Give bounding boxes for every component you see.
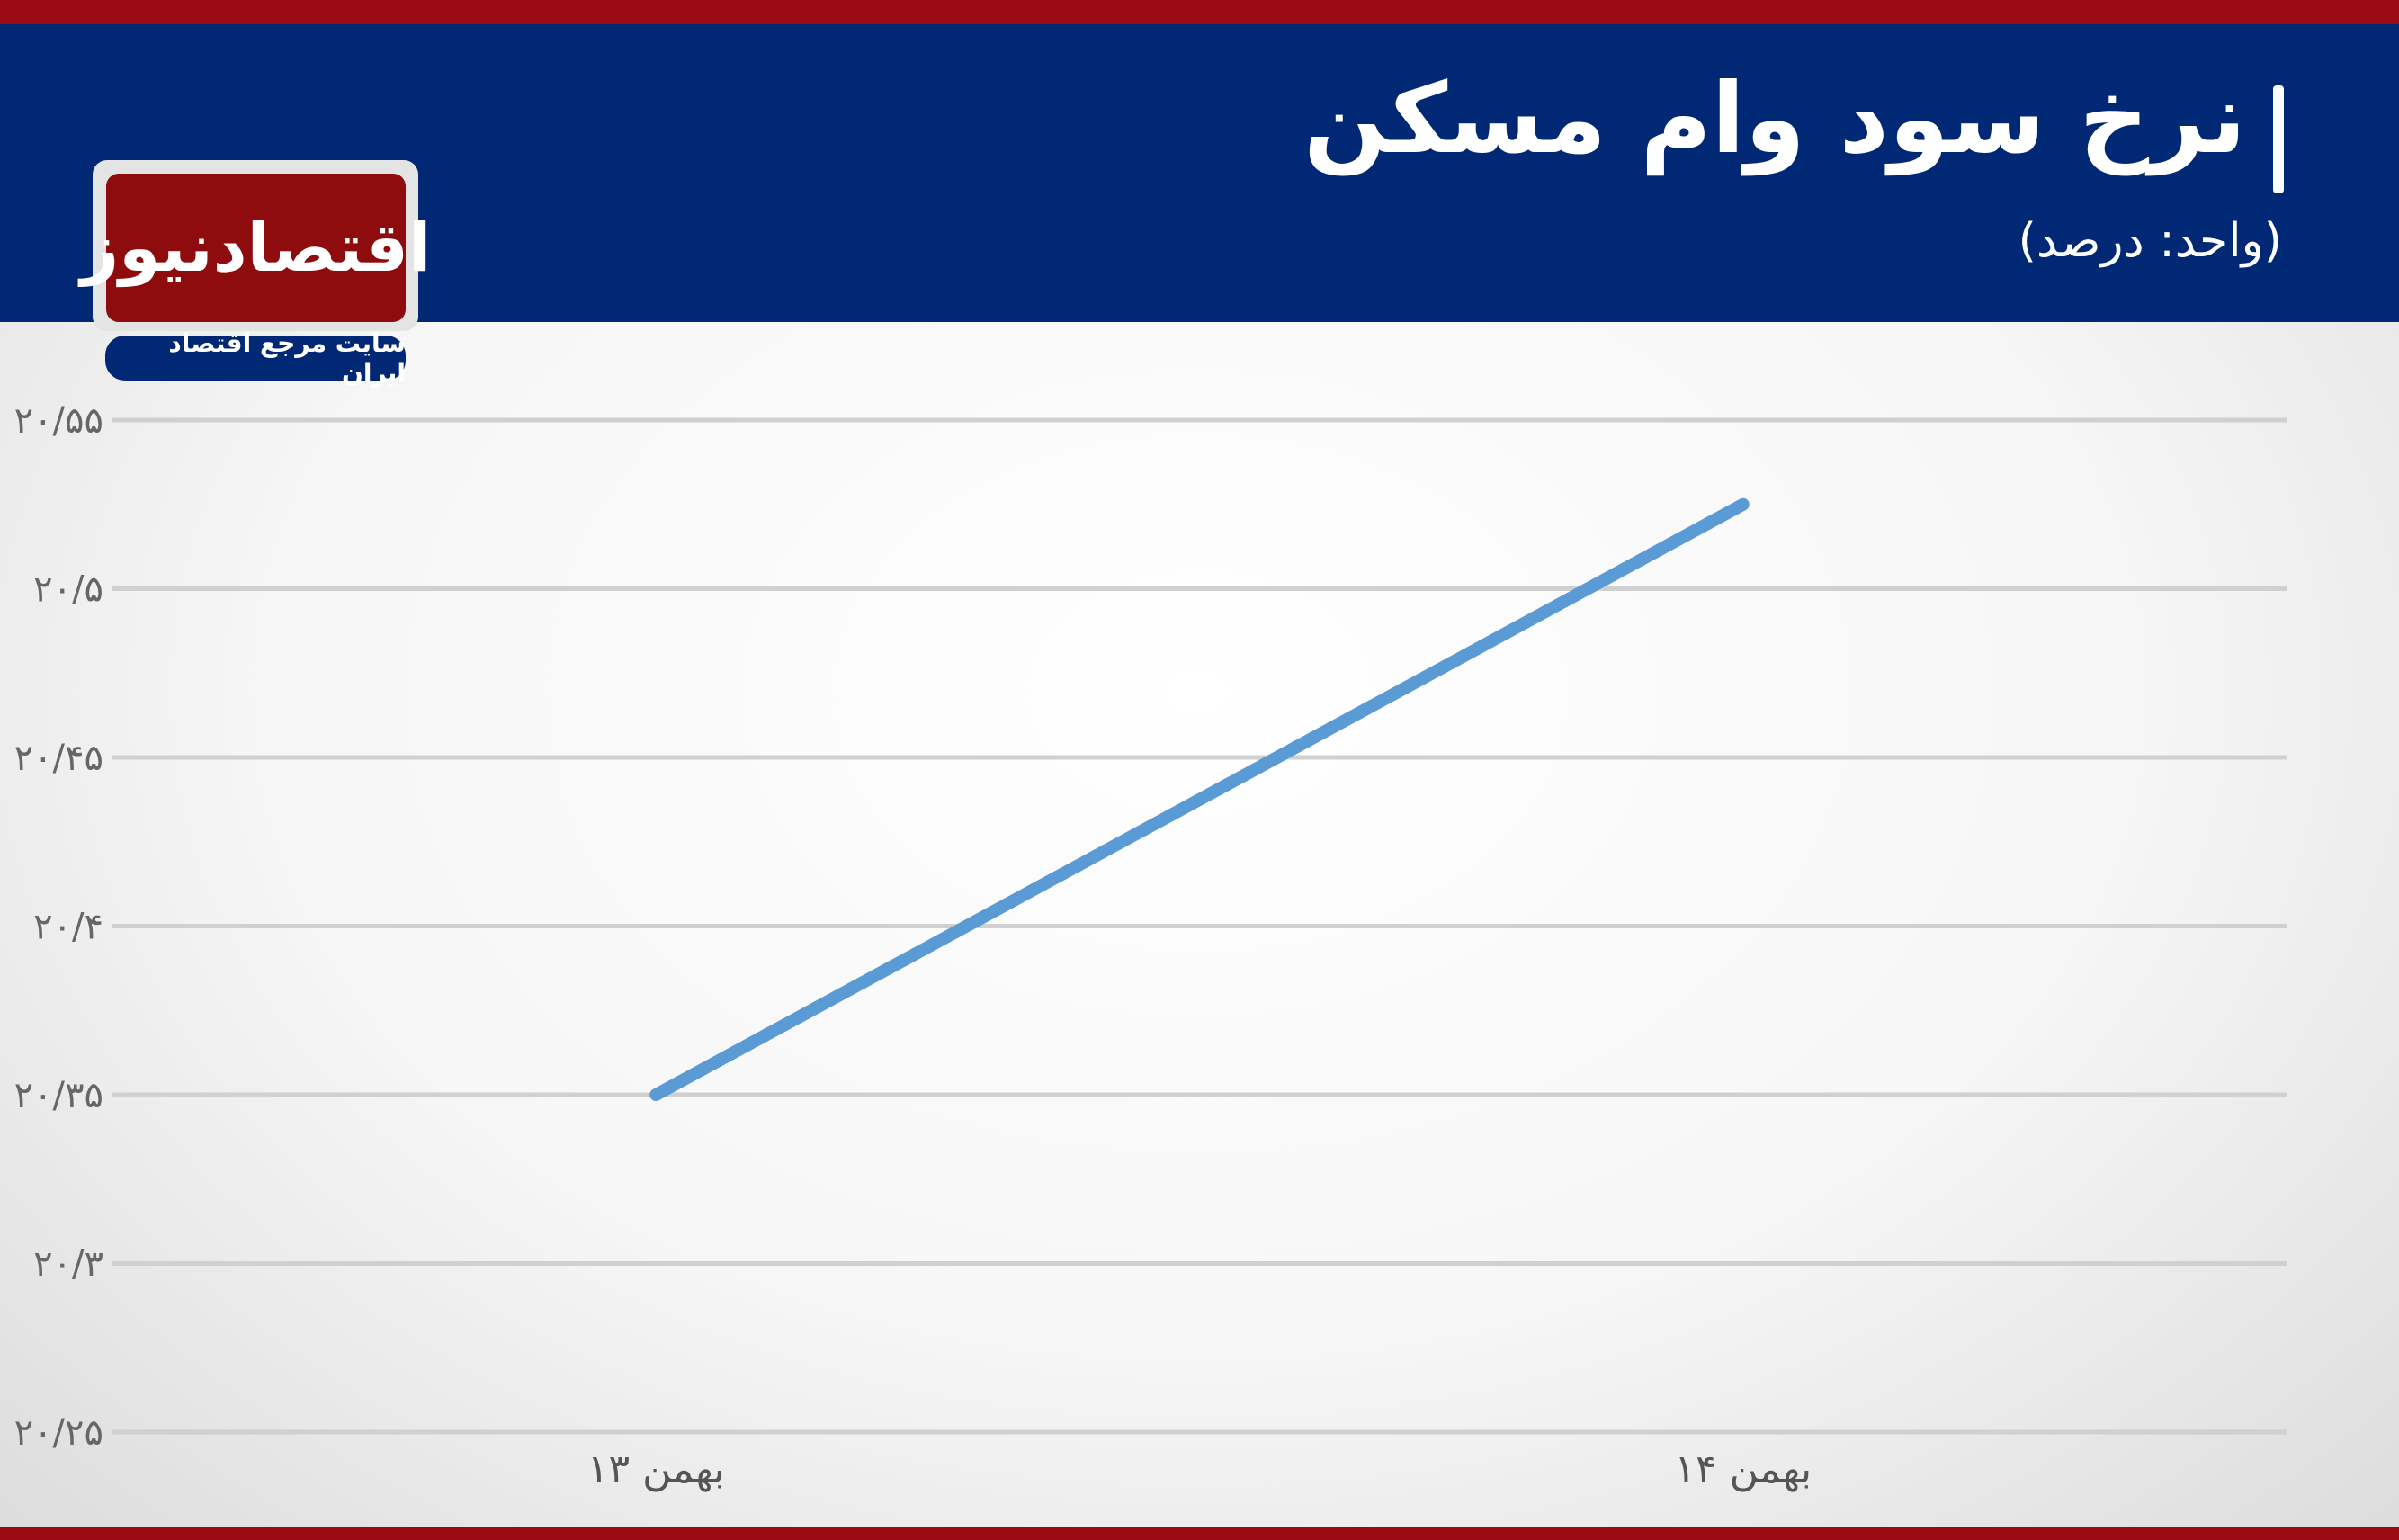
y-tick-label: ۲۰/۳ [33,1244,103,1285]
x-tick-label: ۱۳ بهمن [587,1446,725,1492]
y-tick-label: ۲۰/۵۵ [14,400,103,442]
top-accent-bar [0,0,2399,24]
y-tick-label: ۲۰/۴ [33,907,103,948]
title-marker [2273,85,2284,193]
y-tick-label: ۲۰/۲۵ [14,1412,103,1454]
chart-subtitle: (واحد: درصد) [2018,214,2282,268]
y-tick-label: ۲۰/۴۵ [14,738,103,779]
series-line [649,497,1750,1101]
logo: اقتصادنیوز [81,174,431,322]
y-tick-label: ۲۰/۵ [33,569,103,611]
bottom-accent-bar [0,1527,2399,1540]
chart-title: نرخ سود وام مسکن [1303,63,2246,175]
y-tick-label: ۲۰/۳۵ [14,1075,103,1116]
x-tick-label: ۱۴ بهمن [1674,1446,1812,1492]
